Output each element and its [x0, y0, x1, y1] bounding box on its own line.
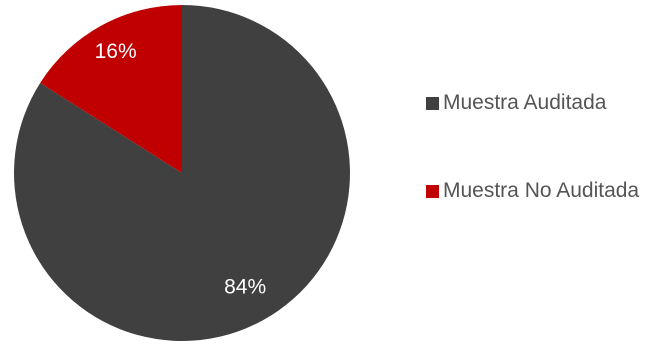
- legend-label-muestra-auditada: Muestra Auditada: [443, 91, 607, 114]
- chart-legend: Muestra Auditada Muestra No Auditada: [426, 88, 639, 264]
- pie-slice-muestra-no-auditada: [40, 5, 182, 173]
- legend-swatch-muestra-auditada: [426, 96, 439, 110]
- legend-swatch-muestra-no-auditada: [426, 184, 439, 198]
- pie-slice-muestra-auditada: [13, 5, 351, 341]
- legend-item-muestra-auditada: Muestra Auditada: [426, 88, 639, 118]
- data-label-muestra-no-auditada: 16%: [95, 40, 137, 63]
- legend-item-muestra-no-auditada: Muestra No Auditada: [426, 176, 639, 206]
- data-label-muestra-auditada: 84%: [224, 275, 266, 298]
- legend-label-muestra-no-auditada: Muestra No Auditada: [443, 179, 640, 202]
